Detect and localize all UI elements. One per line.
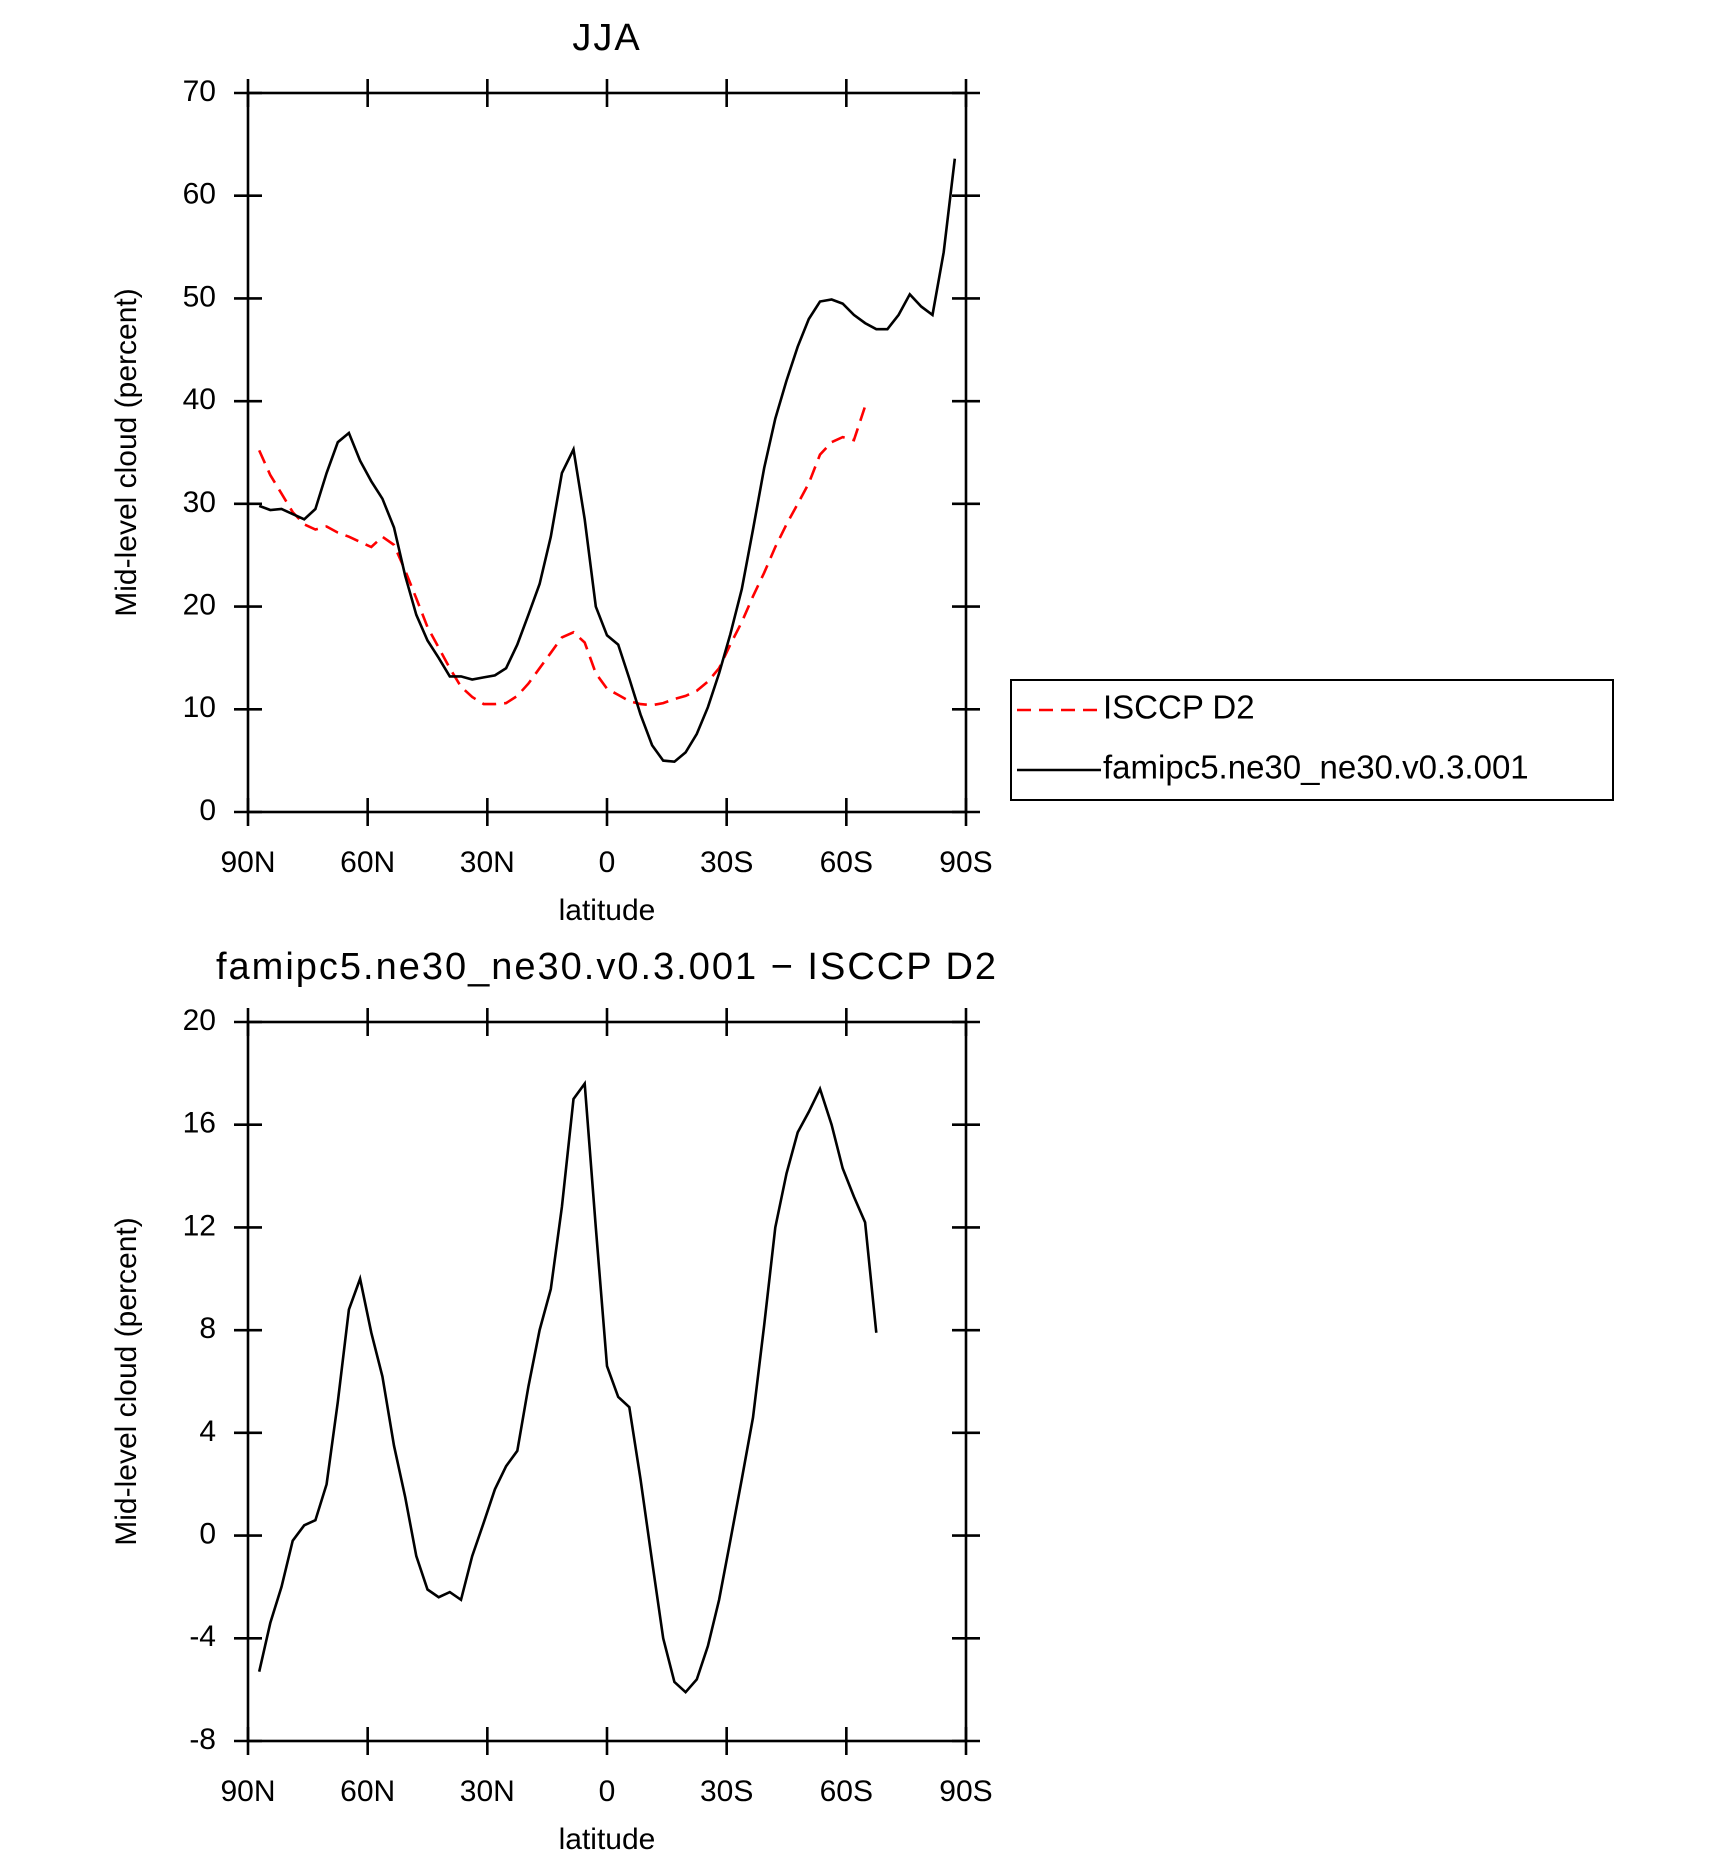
plot-frame [246,1020,968,1743]
y-tick-label: 0 [199,1517,216,1550]
x-tick-label: 60N [340,846,395,879]
x-tick-label: 60S [820,846,873,879]
x-tick-label: 60S [820,1775,873,1808]
x-tick-label: 60N [340,1775,395,1808]
legend-label: famipc5.ne30_ne30.v0.3.001 [1103,749,1529,786]
x-tick-label: 90N [220,846,275,879]
y-tick-label: -4 [189,1620,216,1653]
y-tick-label: 30 [183,486,216,519]
y-tick-label: 20 [183,1004,216,1037]
x-tick-label: 90N [220,1775,275,1808]
y-tick-label: 10 [183,691,216,724]
y-tick-label: 12 [183,1209,216,1242]
y-tick-label: 0 [199,794,216,827]
chart-title: JJA [572,17,641,59]
x-tick-label: 30N [460,846,515,879]
y-tick-label: 40 [183,383,216,416]
x-tick-label: 0 [599,1775,616,1808]
legend-label: ISCCP D2 [1103,689,1255,726]
y-axis-label: Mid-level cloud (percent) [110,288,143,616]
y-tick-label: 70 [183,75,216,108]
x-tick-label: 0 [599,846,616,879]
data-line [258,158,957,764]
x-tick-label: 30S [700,846,753,879]
y-axis-label: Mid-level cloud (percent) [110,1217,143,1545]
y-tick-label: 20 [183,588,216,621]
x-axis-label: latitude [559,1823,656,1850]
x-tick-label: 30S [700,1775,753,1808]
x-tick-label: 30N [460,1775,515,1808]
data-line [258,405,867,707]
data-line [257,1079,878,1695]
legend-box [1010,679,1614,801]
x-tick-label: 90S [939,1775,992,1808]
y-tick-label: 50 [183,280,216,313]
x-tick-label: 90S [939,846,992,879]
y-tick-label: -8 [189,1723,216,1756]
chart-title: famipc5.ne30_ne30.v0.3.001 − ISCCP D2 [216,946,998,988]
y-tick-label: 8 [199,1312,216,1345]
y-tick-label: 60 [183,178,216,211]
x-axis-label: latitude [559,894,656,927]
y-tick-label: 4 [199,1415,216,1448]
y-tick-label: 16 [183,1107,216,1140]
